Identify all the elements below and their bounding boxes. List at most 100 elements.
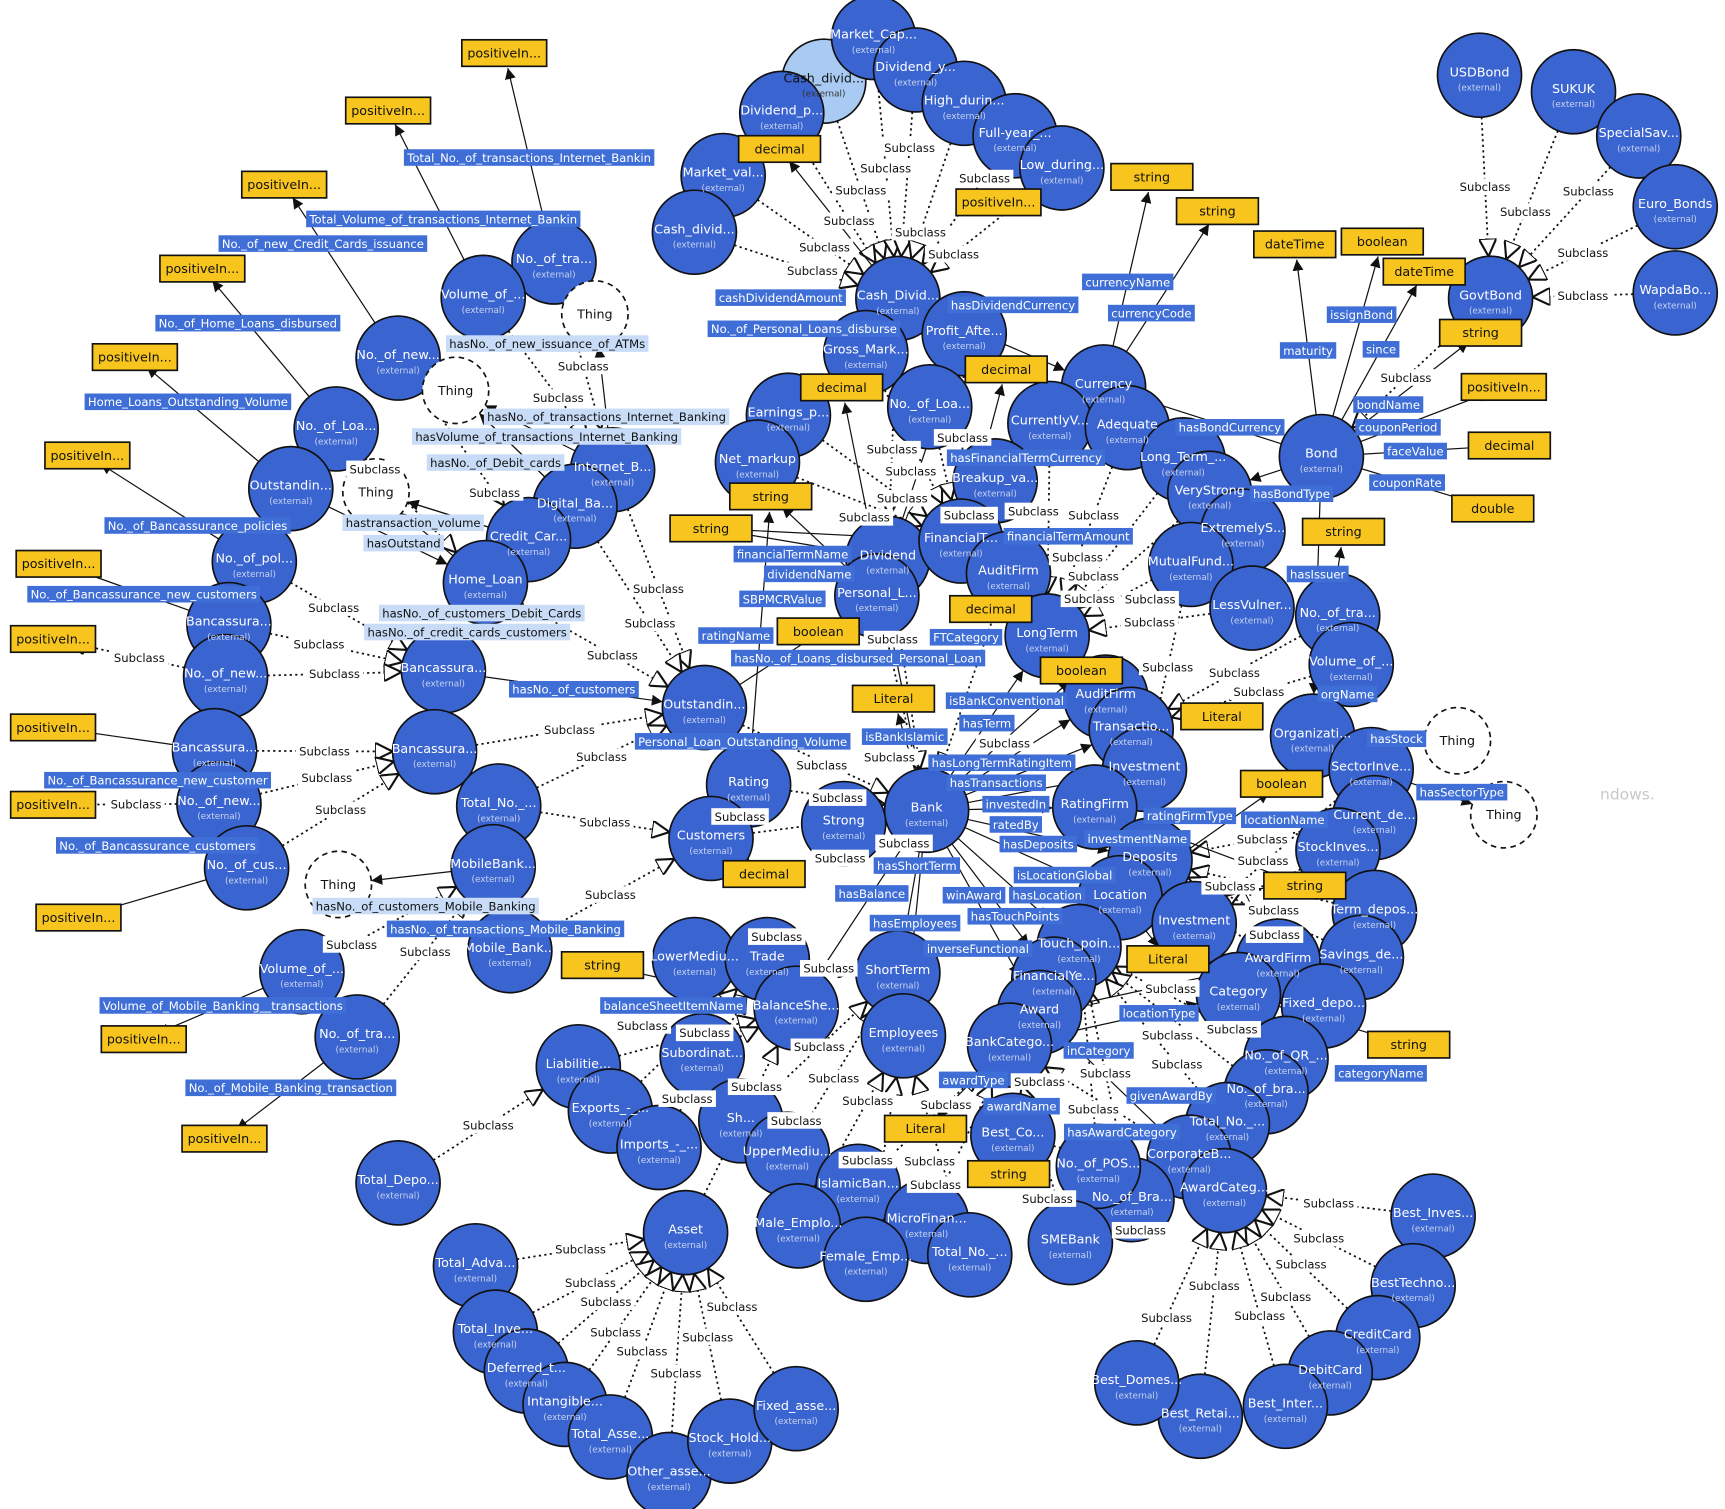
property-label-currencycode[interactable]: currencyCode — [1107, 304, 1195, 322]
datatype-box[interactable] — [1301, 517, 1386, 546]
property-label-hasoutstand[interactable]: hasOutstand — [363, 534, 444, 552]
property-label-ratingfirmtype[interactable]: ratingFirmType — [1143, 807, 1237, 825]
datatype-box[interactable] — [240, 170, 328, 199]
class-circle[interactable] — [1148, 521, 1234, 608]
datatype-box[interactable] — [737, 134, 822, 164]
class-circle[interactable] — [1595, 93, 1682, 179]
subclass-label[interactable]: Subclass — [396, 943, 454, 961]
datatype-box[interactable] — [100, 1025, 187, 1054]
class-circle[interactable] — [886, 363, 973, 450]
subclass-label[interactable]: Subclass — [860, 748, 919, 766]
subclass-label[interactable]: Subclass — [940, 506, 998, 524]
datatype-box[interactable] — [560, 951, 645, 980]
class-circle[interactable] — [1093, 1340, 1180, 1426]
subclass-label[interactable]: Subclass — [1272, 1255, 1330, 1273]
subclass-label[interactable]: Subclass — [1004, 502, 1063, 520]
property-label-awardtype[interactable]: awardType — [938, 1071, 1008, 1089]
datatype-box[interactable] — [1467, 431, 1552, 460]
subclass-label[interactable]: Subclass — [1064, 506, 1123, 524]
datatype-box[interactable] — [9, 790, 97, 819]
property-label-hastransactions[interactable]: hasTransactions — [946, 774, 1046, 792]
subclass-label[interactable]: Subclass — [880, 139, 939, 156]
class-circle[interactable] — [642, 1189, 729, 1276]
thing-node-thing[interactable] — [421, 356, 490, 425]
property-label-hasstock[interactable]: hasStock — [1366, 730, 1427, 748]
subclass-label[interactable]: Subclass — [658, 1090, 716, 1107]
datatype-box[interactable] — [851, 684, 936, 713]
class-node-female-emp[interactable] — [822, 1216, 909, 1303]
property-label-personal-loan-outstanding-volume[interactable]: Personal_Loan_Outstanding_Volume — [634, 733, 851, 750]
datatype-node-decimal[interactable] — [964, 355, 1048, 384]
subclass-label[interactable]: Subclass — [838, 1151, 897, 1169]
subclass-label[interactable]: Subclass — [1244, 901, 1303, 919]
datatype-node-boolean[interactable] — [1039, 656, 1124, 685]
property-label-hasno-of-customers[interactable]: hasNo._of_customers — [508, 680, 639, 698]
datatype-box[interactable] — [344, 96, 432, 125]
subclass-label[interactable]: Subclass — [835, 509, 894, 526]
datatype-node-positivein[interactable] — [1460, 372, 1548, 402]
subclass-label[interactable]: Subclass — [1201, 877, 1259, 895]
property-label-home-loans-outstanding-volume[interactable]: Home_Loans_Outstanding_Volume — [84, 393, 292, 411]
property-label-hasbondtype[interactable]: hasBondType — [1249, 485, 1334, 503]
class-circle[interactable] — [247, 445, 334, 532]
property-label-no-of-bancassurance-policies[interactable]: No._of_Bancassurance_policies — [104, 517, 291, 534]
class-node-employees[interactable] — [860, 993, 947, 1079]
subclass-label[interactable]: Subclass — [675, 1024, 734, 1042]
subclass-label[interactable]: Subclass — [577, 1293, 635, 1311]
subclass-label[interactable]: Subclass — [838, 1092, 897, 1109]
subclass-label[interactable]: Subclass — [1018, 1190, 1077, 1207]
datatype-box[interactable] — [1175, 197, 1260, 226]
datatype-node-string[interactable] — [1175, 197, 1260, 226]
subclass-label[interactable]: Subclass — [975, 734, 1034, 752]
property-label-balancesheetitemname[interactable]: balanceSheetItemName — [600, 997, 747, 1014]
class-node-volume-of[interactable] — [1308, 621, 1395, 708]
subclass-label[interactable]: Subclass — [572, 748, 631, 766]
property-label-givenawardby[interactable]: givenAwardBy — [1126, 1087, 1216, 1104]
datatype-box[interactable] — [1438, 318, 1523, 347]
property-label-hasshortterm[interactable]: hasShortTerm — [873, 857, 961, 874]
class-circle[interactable] — [860, 993, 947, 1079]
datatype-node-positivein[interactable] — [100, 1025, 187, 1054]
subclass-label[interactable]: Subclass — [1456, 178, 1514, 196]
property-label-no-of-personal-loans-disburse[interactable]: No._of_Personal_Loans_disburse — [707, 320, 901, 338]
subclass-label[interactable]: Subclass — [1148, 1055, 1206, 1073]
property-label-no-of-mobile-banking-transaction[interactable]: No._of_Mobile_Banking_transaction — [185, 1079, 397, 1097]
datatype-node-literal[interactable] — [851, 684, 936, 713]
class-node-no-of-loa[interactable] — [293, 386, 380, 472]
subclass-label[interactable]: Subclass — [703, 1298, 761, 1315]
property-label-hasfinancialtermcurrency[interactable]: hasFinancialTermCurrency — [946, 449, 1106, 467]
subclass-label[interactable]: Subclass — [1185, 1277, 1244, 1294]
property-label-couponrate[interactable]: couponRate — [1369, 474, 1446, 491]
property-label-hasno-of-debit-cards[interactable]: hasNo._of_Debit_cards — [426, 454, 565, 471]
property-label-hasdividendcurrency[interactable]: hasDividendCurrency — [947, 296, 1079, 314]
property-label-islocationglobal[interactable]: isLocationGlobal — [1013, 866, 1116, 884]
subclass-label[interactable]: Subclass — [1060, 590, 1119, 608]
property-label-dividendname[interactable]: dividendName — [763, 565, 855, 583]
subclass-label[interactable]: Subclass — [1496, 203, 1555, 220]
property-label-hastransaction-volume[interactable]: hastransaction_volume — [342, 514, 484, 532]
datatype-node-positivein[interactable] — [240, 170, 328, 199]
property-label-investedin[interactable]: investedIn — [982, 795, 1050, 813]
subclass-label[interactable]: Subclass — [804, 1069, 863, 1087]
class-circle[interactable] — [1242, 1363, 1329, 1450]
subclass-label[interactable]: Subclass — [613, 1342, 671, 1360]
subclass-label[interactable]: Subclass — [1554, 244, 1612, 261]
subclass-label[interactable]: Subclass — [1111, 1221, 1170, 1239]
property-label-no-of-bancassurance-new-customers[interactable]: No._of_Bancassurance_new_customers — [27, 585, 261, 603]
subclass-label[interactable]: Subclass — [793, 756, 851, 774]
subclass-label[interactable]: Subclass — [900, 1152, 959, 1170]
datatype-box[interactable] — [776, 617, 861, 646]
datatype-box[interactable] — [1382, 257, 1466, 286]
class-node-ratingfirm[interactable] — [1051, 764, 1138, 850]
datatype-node-boolean[interactable] — [1239, 769, 1324, 798]
property-label-hasno-of-customers-mobile-banking[interactable]: hasNo._of_customers_Mobile_Banking — [312, 897, 539, 915]
class-node-fixed-asse[interactable] — [753, 1365, 840, 1452]
subclass-label[interactable]: Subclass — [933, 429, 992, 446]
property-label-financialtermamount[interactable]: financialTermAmount — [1003, 527, 1133, 545]
property-label-orgname[interactable]: orgName — [1317, 685, 1378, 703]
subclass-label[interactable]: Subclass — [1299, 1195, 1358, 1212]
datatype-node-positivein[interactable] — [460, 38, 548, 68]
subclass-label[interactable]: Subclass — [304, 599, 363, 616]
property-label-hasno-of-transactions-internet-banking[interactable]: hasNo._of_transactions_Internet_Banking — [483, 408, 730, 426]
